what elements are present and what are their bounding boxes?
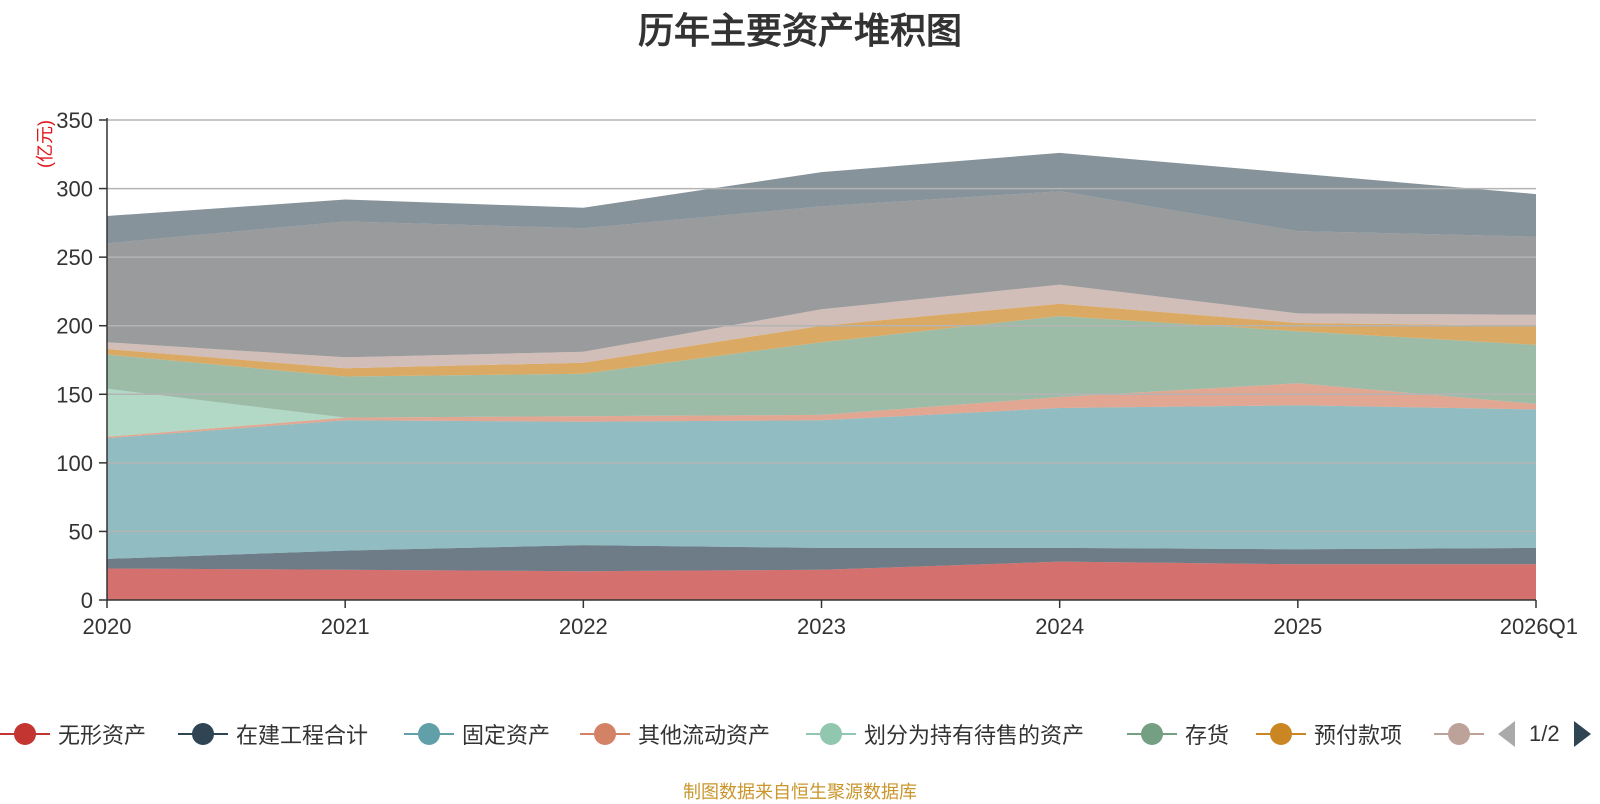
legend-label: 无形资产 [58, 723, 147, 748]
area-series-7[interactable] [107, 303, 1536, 377]
x-tick-label: 2023 [797, 614, 846, 639]
legend-prev-page-button[interactable] [1498, 721, 1515, 747]
legend-item[interactable]: 在建工程合计 [178, 716, 368, 752]
y-tick-label: 200 [56, 314, 93, 339]
x-tick-label: 2026Q1 [1500, 614, 1578, 639]
legend-item[interactable]: 划分为持有待售的资产 [806, 716, 1084, 752]
legend-marker-icon [178, 716, 228, 752]
x-tick-label: 2021 [321, 614, 370, 639]
legend-label: 存货 [1185, 723, 1230, 748]
legend-label: 在建工程合计 [236, 723, 369, 748]
x-tick-label: 2024 [1035, 614, 1084, 639]
legend-label: 划分为持有待售的资产 [864, 723, 1085, 748]
area-series-1[interactable] [107, 561, 1536, 600]
legend-pager: 1/2 [1498, 716, 1591, 752]
legend-item[interactable] [1434, 716, 1484, 752]
legend-label: 其他流动资产 [638, 723, 771, 748]
legend-marker-icon [580, 716, 630, 752]
y-tick-label: 300 [56, 177, 93, 202]
legend-item[interactable]: 预付款项 [1256, 716, 1402, 752]
y-tick-label: 0 [81, 588, 93, 613]
legend-item[interactable]: 固定资产 [404, 716, 550, 752]
y-tick-label: 250 [56, 245, 93, 270]
legend-item[interactable]: 存货 [1127, 716, 1229, 752]
legend-marker-icon [1434, 716, 1484, 752]
legend-item[interactable]: 其他流动资产 [580, 716, 770, 752]
legend-marker-icon [1127, 716, 1177, 752]
legend-marker-icon [404, 716, 454, 752]
areas-layer [107, 152, 1536, 600]
y-tick-label: 50 [69, 519, 93, 544]
x-tick-label: 2025 [1273, 614, 1322, 639]
legend-marker-icon [1256, 716, 1306, 752]
legend-page-indicator: 1/2 [1529, 721, 1560, 746]
x-tick-label: 2022 [559, 614, 608, 639]
area-series-8[interactable] [107, 284, 1536, 369]
legend-label: 预付款项 [1314, 723, 1403, 748]
area-series-10[interactable] [107, 152, 1536, 244]
y-tick-label: 100 [56, 451, 93, 476]
area-series-9[interactable] [107, 191, 1536, 358]
x-tick-label: 2020 [83, 614, 132, 639]
source-note: 制图数据来自恒生聚源数据库 [683, 782, 917, 802]
area-series-3[interactable] [107, 405, 1536, 559]
legend: 无形资产 在建工程合计 固定资产 其他流动资产 划分为持有待售的资产 存货 预付款项 [0, 716, 1600, 752]
y-tick-label: 150 [56, 382, 93, 407]
area-series-6[interactable] [107, 316, 1536, 418]
axis-layer: 0 50 100 150 200 250 300 350 2020 2021 2022 2023 202… [56, 108, 1578, 639]
legend-next-page-button[interactable] [1573, 721, 1591, 747]
legend-item[interactable]: 无形资产 [0, 716, 146, 752]
legend-marker-icon [806, 716, 856, 752]
area-series-2[interactable] [107, 545, 1536, 572]
y-tick-label: 350 [56, 108, 93, 133]
y-axis-unit-label: (亿元) [35, 120, 55, 168]
legend-marker-icon [0, 716, 50, 752]
chart-title: 历年主要资产堆积图 [637, 10, 962, 51]
grid-layer [107, 119, 1536, 533]
area-series-4[interactable] [107, 383, 1536, 439]
legend-label: 固定资产 [462, 723, 551, 748]
